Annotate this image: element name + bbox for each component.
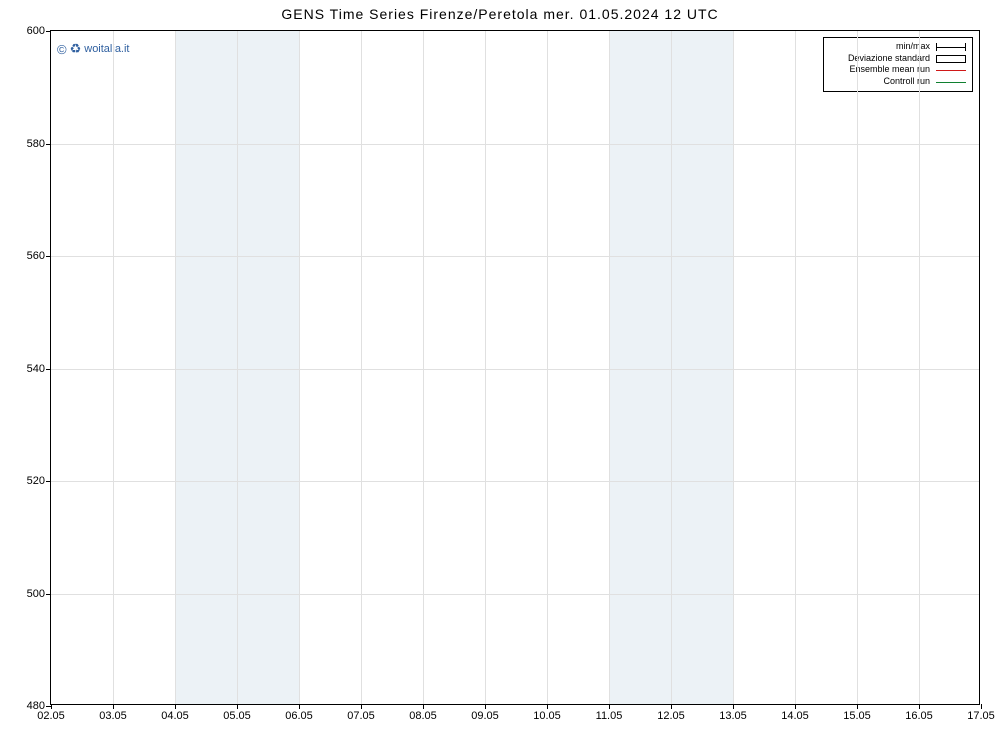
y-tick-mark: [46, 31, 51, 32]
y-tick-mark: [46, 144, 51, 145]
legend-swatch: [936, 42, 966, 52]
y-tick-label: 580: [27, 138, 45, 150]
x-tick-label: 06.05: [285, 710, 313, 722]
x-tick-mark: [547, 704, 548, 709]
x-tick-label: 07.05: [347, 710, 375, 722]
x-tick-mark: [175, 704, 176, 709]
gridline-vertical: [733, 31, 734, 704]
x-tick-mark: [51, 704, 52, 709]
gridline-vertical: [609, 31, 610, 704]
x-tick-mark: [299, 704, 300, 709]
gridline-vertical: [299, 31, 300, 704]
x-tick-label: 11.05: [596, 710, 623, 722]
legend-swatch: [936, 77, 966, 87]
x-tick-label: 16.05: [905, 710, 933, 722]
x-tick-label: 03.05: [99, 710, 127, 722]
y-tick-mark: [46, 369, 51, 370]
x-tick-label: 05.05: [223, 710, 251, 722]
legend: min/maxDeviazione standardEnsemble mean …: [823, 37, 973, 92]
legend-row: min/max: [830, 41, 966, 53]
x-tick-mark: [733, 704, 734, 709]
gridline-vertical: [175, 31, 176, 704]
x-tick-label: 14.05: [781, 710, 809, 722]
x-tick-mark: [113, 704, 114, 709]
gridline-horizontal: [51, 594, 979, 595]
y-tick-mark: [46, 594, 51, 595]
x-tick-label: 17.05: [967, 710, 995, 722]
gridline-vertical: [547, 31, 548, 704]
copyright-icon: ©: [57, 42, 67, 57]
legend-label: Controll run: [830, 76, 930, 88]
y-tick-label: 540: [27, 363, 45, 375]
gridline-vertical: [485, 31, 486, 704]
y-tick-label: 560: [27, 250, 45, 262]
x-tick-mark: [919, 704, 920, 709]
chart-wrapper: GENS Time Series Firenze/Peretola mer. 0…: [0, 0, 1000, 733]
plot-area: © ♻ woitalia.it min/maxDeviazione standa…: [50, 30, 980, 705]
x-tick-label: 04.05: [161, 710, 189, 722]
x-tick-label: 13.05: [719, 710, 747, 722]
chart-title: GENS Time Series Firenze/Peretola mer. 0…: [0, 6, 1000, 22]
x-tick-mark: [795, 704, 796, 709]
recycle-icon: ♻: [70, 41, 82, 57]
y-tick-label: 520: [27, 475, 45, 487]
y-tick-mark: [46, 481, 51, 482]
x-tick-label: 12.05: [657, 710, 685, 722]
watermark: © ♻ woitalia.it: [57, 41, 130, 57]
x-tick-mark: [609, 704, 610, 709]
x-tick-label: 15.05: [843, 710, 871, 722]
x-tick-label: 08.05: [409, 710, 437, 722]
x-tick-label: 10.05: [533, 710, 561, 722]
y-tick-label: 500: [27, 588, 45, 600]
gridline-vertical: [919, 31, 920, 704]
legend-label: Ensemble mean run: [830, 64, 930, 76]
legend-label: min/max: [830, 41, 930, 53]
x-tick-mark: [981, 704, 982, 709]
x-tick-label: 02.05: [37, 710, 65, 722]
legend-row: Controll run: [830, 76, 966, 88]
x-tick-mark: [857, 704, 858, 709]
gridline-vertical: [857, 31, 858, 704]
legend-swatch: [936, 54, 966, 64]
x-tick-label: 09.05: [471, 710, 499, 722]
gridline-vertical: [671, 31, 672, 704]
x-tick-mark: [671, 704, 672, 709]
gridline-horizontal: [51, 256, 979, 257]
legend-row: Deviazione standard: [830, 53, 966, 65]
gridline-horizontal: [51, 144, 979, 145]
watermark-text: woitalia.it: [84, 43, 129, 55]
gridline-vertical: [795, 31, 796, 704]
y-tick-mark: [46, 256, 51, 257]
gridline-horizontal: [51, 481, 979, 482]
x-tick-mark: [423, 704, 424, 709]
gridline-vertical: [237, 31, 238, 704]
gridline-vertical: [113, 31, 114, 704]
gridline-vertical: [361, 31, 362, 704]
legend-row: Ensemble mean run: [830, 64, 966, 76]
x-tick-mark: [485, 704, 486, 709]
x-tick-mark: [361, 704, 362, 709]
legend-label: Deviazione standard: [830, 53, 930, 65]
gridline-horizontal: [51, 369, 979, 370]
legend-swatch: [936, 65, 966, 75]
x-tick-mark: [237, 704, 238, 709]
gridline-vertical: [423, 31, 424, 704]
y-tick-label: 600: [27, 25, 45, 37]
